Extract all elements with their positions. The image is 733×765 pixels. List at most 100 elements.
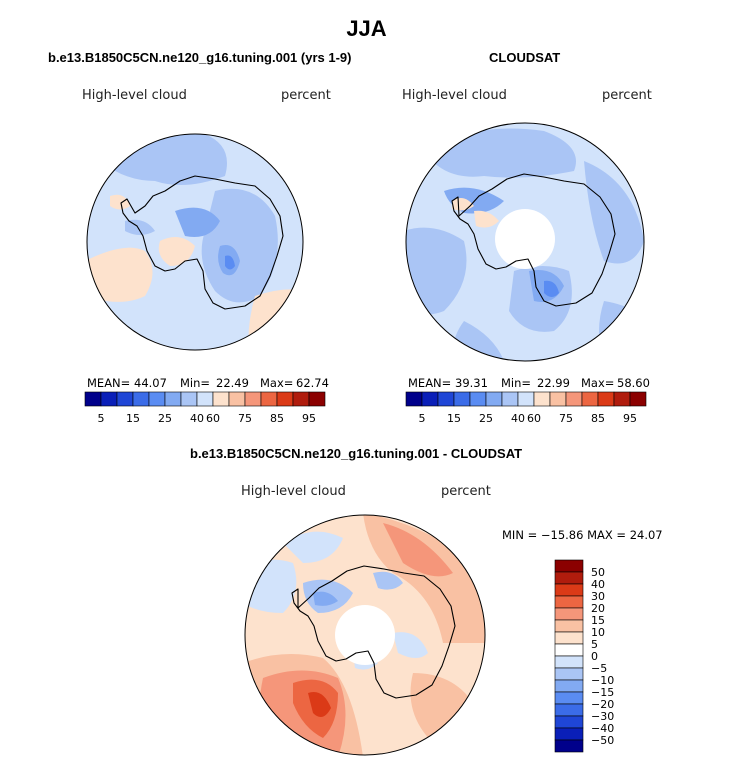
panel2-units: percent (602, 88, 652, 103)
panel1-colorbar-tick-label: 75 (238, 412, 252, 425)
diff-colorbar-swatch (554, 667, 584, 681)
panel2-colorbar-swatch (549, 391, 567, 407)
panel1-colorbar-swatch (196, 391, 214, 407)
panel2-colorbar-tick-label: 75 (559, 412, 573, 425)
panel2-colorbar-swatch (581, 391, 599, 407)
diff-colorbar-swatch (554, 703, 584, 717)
panel1-colorbar-swatch (148, 391, 166, 407)
panel2-mean: 39.31 (455, 376, 488, 390)
panel2-map (405, 122, 645, 362)
diff-colorbar-swatch (554, 739, 584, 753)
diff-colorbar-tick-label: 5 (591, 638, 598, 651)
panel1-mean-label: MEAN= (87, 376, 131, 390)
panel2-colorbar-swatch (469, 391, 487, 407)
panel2-colorbar-swatch (613, 391, 631, 407)
diff-colorbar-swatch (554, 679, 584, 693)
panel2-title: CLOUDSAT (489, 50, 561, 65)
panel1-colorbar-swatch (212, 391, 230, 407)
panel1-variable: High-level cloud (82, 88, 187, 103)
diff-colorbar-swatch (554, 595, 584, 609)
diff-colorbar-swatch (554, 571, 584, 585)
diff-colorbar-swatch (554, 583, 584, 597)
panel2-max-label: Max= (581, 376, 615, 390)
diff-colorbar-swatch (554, 643, 584, 657)
diff-colorbar-swatch (554, 691, 584, 705)
diff-colorbar-swatch (554, 607, 584, 621)
diff-title: b.e13.B1850C5CN.ne120_g16.tuning.001 - C… (190, 446, 523, 461)
panel2-variable: High-level cloud (402, 88, 507, 103)
diff-colorbar-swatch (554, 631, 584, 645)
panel1-colorbar-swatch (84, 391, 102, 407)
panel2-colorbar-swatch (437, 391, 455, 407)
panel2-colorbar-tick-label: 25 (479, 412, 493, 425)
panel2-colorbar: 5 15 25 40 60 75 85 95 (405, 391, 647, 425)
panel1-colorbar-swatch (100, 391, 118, 407)
panel1-colorbar-swatch (308, 391, 326, 407)
panel2-colorbar-tick-label: 60 (527, 412, 541, 425)
diff-colorbar-tick-label: 50 (591, 566, 605, 579)
panel1-min-label: Min= (180, 376, 211, 390)
panel1-min: 22.49 (216, 376, 249, 390)
panel2-colorbar-swatch (597, 391, 615, 407)
panel2-mean-label: MEAN= (408, 376, 452, 390)
diff-colorbar-tick-label: 10 (591, 626, 605, 639)
panel2-colorbar-swatch (421, 391, 439, 407)
diff-variable: High-level cloud (241, 484, 346, 499)
panel1-colorbar-tick-label: 85 (270, 412, 284, 425)
panel1-colorbar-swatch (180, 391, 198, 407)
diff-colorbar-tick-label: −50 (591, 734, 614, 747)
panel2-colorbar-swatch (405, 391, 423, 407)
panel2-max: 58.60 (617, 376, 650, 390)
diff-colorbar-tick-label: −5 (591, 662, 607, 675)
panel1-colorbar-tick-label: 5 (98, 412, 105, 425)
panel1-colorbar-tick-label: 15 (126, 412, 140, 425)
panel2-colorbar-swatch (453, 391, 471, 407)
season-title: JJA (346, 16, 387, 41)
panel1-colorbar-swatch (276, 391, 294, 407)
diff-map (244, 514, 486, 756)
panel2-colorbar-tick-label: 15 (447, 412, 461, 425)
panel1-colorbar-swatch (292, 391, 310, 407)
diff-colorbar-tick-label: −15 (591, 686, 614, 699)
diff-colorbar-tick-label: 15 (591, 614, 605, 627)
panel1-colorbar-tick-label: 25 (158, 412, 172, 425)
panel2-min-label: Min= (501, 376, 532, 390)
panel2-colorbar-swatch (629, 391, 647, 407)
panel2-min: 22.99 (537, 376, 570, 390)
diff-colorbar-swatch (554, 715, 584, 729)
panel1-map (86, 133, 304, 351)
panel2-colorbar-swatch (501, 391, 519, 407)
panel1-colorbar: 5 15 25 40 60 75 85 95 (84, 391, 326, 425)
panel2-colorbar-swatch (517, 391, 535, 407)
panel1-colorbar-swatch (244, 391, 262, 407)
diff-colorbar-tick-label: 40 (591, 578, 605, 591)
panel1-colorbar-swatch (228, 391, 246, 407)
panel1-colorbar-tick-label: 40 (190, 412, 204, 425)
diff-colorbar-tick-label: −20 (591, 698, 614, 711)
panel2-colorbar-tick-label: 40 (511, 412, 525, 425)
diff-colorbar-tick-label: −40 (591, 722, 614, 735)
diff-colorbar-tick-label: −30 (591, 710, 614, 723)
diff-colorbar-tick-label: −10 (591, 674, 614, 687)
diff-colorbar-swatch (554, 727, 584, 741)
panel2-colorbar-tick-label: 95 (623, 412, 637, 425)
panel2-colorbar-swatch (565, 391, 583, 407)
panel2-colorbar-swatch (533, 391, 551, 407)
panel1-units: percent (281, 88, 331, 103)
panel1-colorbar-tick-label: 60 (206, 412, 220, 425)
panel1-max: 62.74 (296, 376, 329, 390)
panel1-colorbar-swatch (116, 391, 134, 407)
panel2-colorbar-swatch (485, 391, 503, 407)
diff-colorbar-swatch (554, 655, 584, 669)
diff-colorbar-swatch (554, 619, 584, 633)
diff-colorbar-tick-label: 20 (591, 602, 605, 615)
diff-colorbar-tick-label: 0 (591, 650, 598, 663)
diff-colorbar-tick-label: 30 (591, 590, 605, 603)
panel1-colorbar-tick-label: 95 (302, 412, 316, 425)
panel1-colorbar-swatch (164, 391, 182, 407)
diff-units: percent (441, 484, 491, 499)
panel1-colorbar-swatch (260, 391, 278, 407)
panel1-title: b.e13.B1850C5CN.ne120_g16.tuning.001 (yr… (48, 50, 352, 65)
panel1-colorbar-swatch (132, 391, 150, 407)
